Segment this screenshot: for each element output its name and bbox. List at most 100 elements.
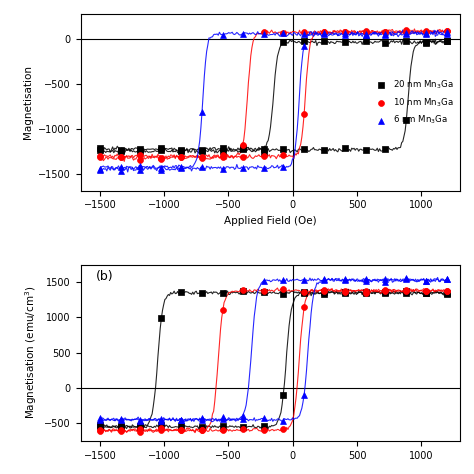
Point [177,163,185,171]
Point [117,416,125,423]
Point [280,391,287,398]
Point [117,423,125,430]
Point [341,287,348,294]
10 nm Mn$_3$Ga [157,154,165,162]
Point [443,289,451,296]
Point [402,287,410,294]
Point [301,289,308,296]
10 nm Mn$_3$Ga [280,151,287,159]
Point [177,427,185,434]
Point [301,37,308,45]
Point [260,30,267,38]
20 nm Mn$_3$Ga [443,37,451,45]
Point [157,426,165,434]
20 nm Mn$_3$Ga [362,146,369,153]
Point [320,275,328,283]
Point [117,428,125,435]
Point [341,31,348,38]
Point [177,427,185,434]
Point [157,421,165,429]
Point [239,145,246,153]
6 nm Mn$_3$Ga [422,29,430,36]
Point [301,30,308,37]
10 nm Mn$_3$Ga [239,153,246,161]
Point [198,290,206,297]
Point [137,146,144,153]
Point [280,425,287,433]
Point [137,163,144,170]
Point [382,286,389,294]
Point [422,39,430,47]
6 nm Mn$_3$Ga [443,28,451,36]
Point [239,416,246,423]
6 nm Mn$_3$Ga [177,164,185,172]
Point [443,275,451,283]
Point [198,146,206,154]
Point [382,275,389,283]
10 nm Mn$_3$Ga [117,153,125,161]
Point [341,288,348,296]
Text: (b): (b) [96,270,113,283]
10 nm Mn$_3$Ga [402,27,410,34]
Point [382,40,389,47]
Point [219,145,227,152]
Point [280,29,287,37]
Point [382,290,389,297]
6 nm Mn$_3$Ga [320,30,328,38]
Point [219,306,227,314]
Point [96,427,104,434]
Point [137,428,144,436]
Point [341,38,348,46]
10 nm Mn$_3$Ga [382,28,389,36]
20 nm Mn$_3$Ga [239,144,246,152]
Point [280,276,287,283]
Point [137,152,144,159]
6 nm Mn$_3$Ga [96,167,104,174]
Point [362,37,369,45]
20 nm Mn$_3$Ga [320,146,328,154]
10 nm Mn$_3$Ga [341,28,348,36]
6 nm Mn$_3$Ga [117,167,125,175]
Point [239,287,246,295]
Point [260,422,267,429]
20 nm Mn$_3$Ga [341,145,348,152]
Point [422,289,430,297]
Point [239,287,246,294]
Point [320,286,328,294]
Point [362,277,369,284]
Point [301,276,308,283]
Point [382,287,389,295]
Point [260,287,267,294]
Point [301,289,308,296]
Point [362,275,369,283]
10 nm Mn$_3$Ga [198,155,206,162]
Point [280,417,287,424]
Point [239,426,246,433]
Point [260,426,267,434]
Point [382,32,389,39]
Point [320,291,328,298]
Point [117,164,125,171]
20 nm Mn$_3$Ga [382,145,389,152]
Point [320,288,328,296]
Point [301,303,308,310]
Point [362,288,369,295]
6 nm Mn$_3$Ga [260,164,267,172]
Point [117,423,125,430]
Point [402,288,410,295]
Point [177,416,185,424]
6 nm Mn$_3$Ga [137,166,144,173]
Point [117,416,125,424]
Point [177,154,185,161]
20 nm Mn$_3$Ga [157,146,165,154]
6 nm Mn$_3$Ga [301,42,308,50]
Point [137,425,144,433]
Point [341,288,348,295]
Point [260,28,267,36]
Point [280,39,287,46]
Point [280,290,287,298]
10 nm Mn$_3$Ga [137,156,144,164]
Point [157,424,165,432]
Point [260,288,267,296]
Point [219,415,227,422]
